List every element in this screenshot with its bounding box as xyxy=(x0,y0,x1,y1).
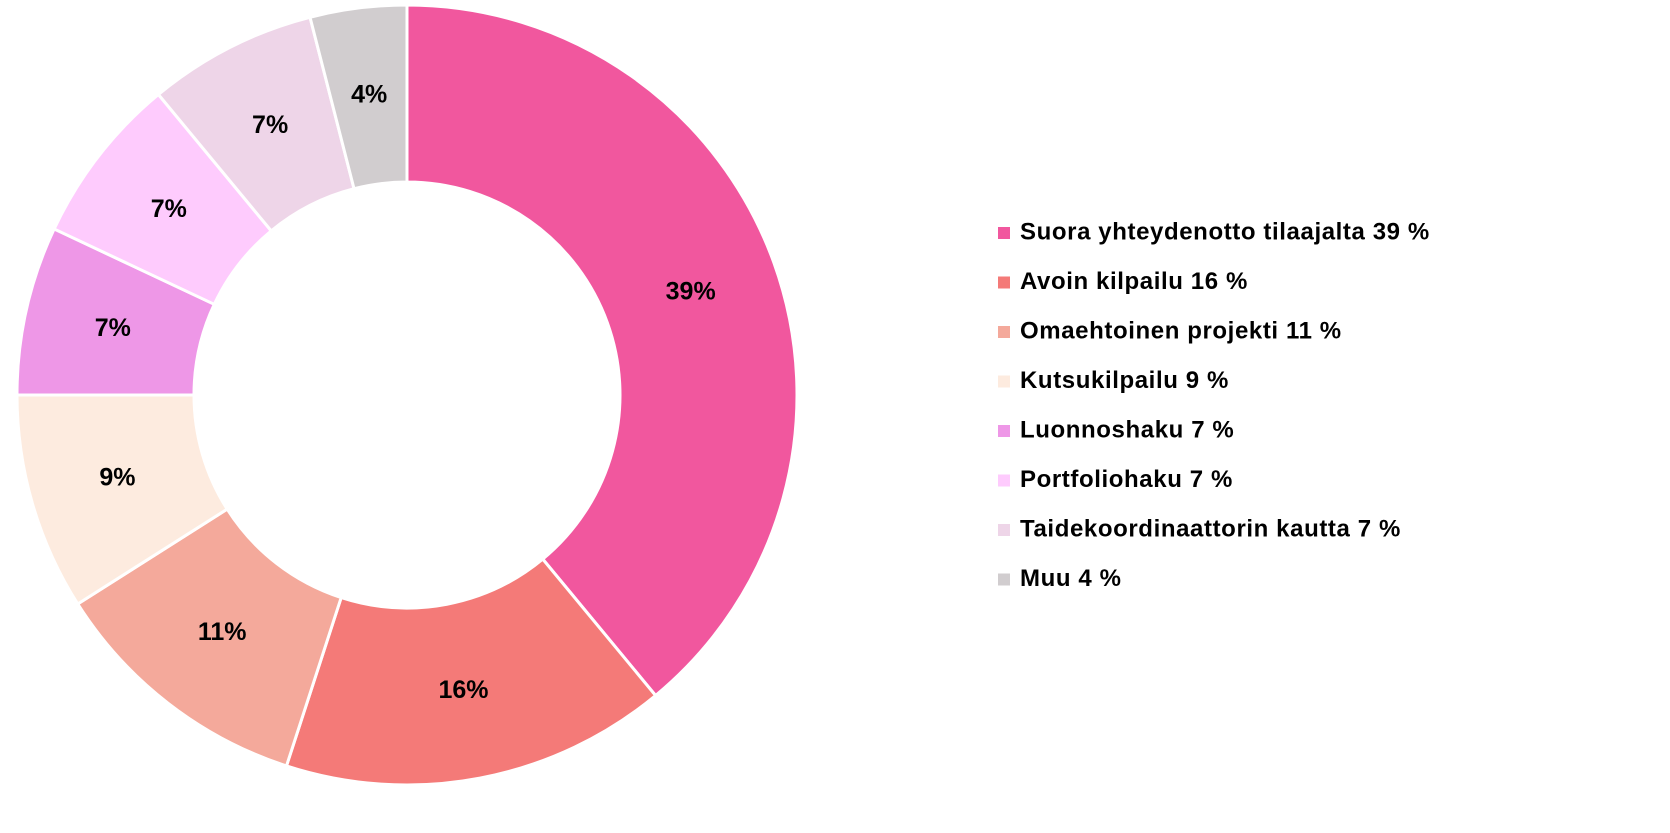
value-label: 7% xyxy=(252,111,288,139)
value-label: 7% xyxy=(151,195,187,223)
legend-label: Omaehtoinen projekti 11 % xyxy=(1020,317,1342,344)
legend-label: Taidekoordinaattorin kautta 7 % xyxy=(1020,515,1401,542)
value-label: 16% xyxy=(438,676,488,704)
legend-swatch xyxy=(998,474,1010,487)
value-label: 39% xyxy=(666,277,716,305)
legend-swatch xyxy=(998,425,1010,437)
legend-swatch xyxy=(998,227,1010,239)
value-label: 9% xyxy=(99,464,135,492)
donut-slice xyxy=(308,3,409,191)
legend-label: Suora yhteydenotto tilaajalta 39 % xyxy=(1020,218,1430,245)
donut-slice xyxy=(405,3,799,698)
legend-swatch xyxy=(998,326,1010,338)
value-label: 7% xyxy=(95,314,131,342)
legend-label: Muu 4 % xyxy=(1020,565,1122,592)
legend-swatch xyxy=(998,524,1010,536)
legend-label: Portfoliohaku 7 % xyxy=(1020,466,1233,493)
legend-label: Luonnoshaku 7 % xyxy=(1020,416,1234,443)
legend-label: Avoin kilpailu 16 % xyxy=(1020,268,1248,295)
legend-swatch xyxy=(998,573,1010,586)
value-label: 11% xyxy=(198,618,247,646)
legend-label: Kutsukilpailu 9 % xyxy=(1020,367,1229,394)
legend-swatch xyxy=(998,375,1010,388)
value-label: 4% xyxy=(351,80,387,108)
donut-slice xyxy=(284,557,658,787)
legend-swatch xyxy=(998,276,1010,289)
